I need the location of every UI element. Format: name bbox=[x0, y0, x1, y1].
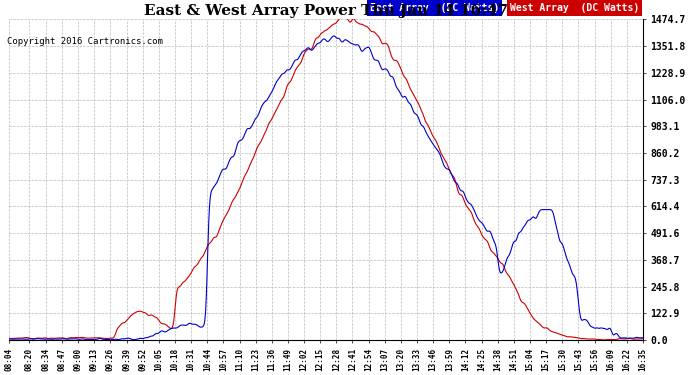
Title: East & West Array Power Thu Jan 14 16:47: East & West Array Power Thu Jan 14 16:47 bbox=[144, 4, 508, 18]
Text: East Array  (DC Watts): East Array (DC Watts) bbox=[371, 3, 500, 13]
Text: Copyright 2016 Cartronics.com: Copyright 2016 Cartronics.com bbox=[7, 38, 163, 46]
Text: West Array  (DC Watts): West Array (DC Watts) bbox=[510, 3, 639, 13]
